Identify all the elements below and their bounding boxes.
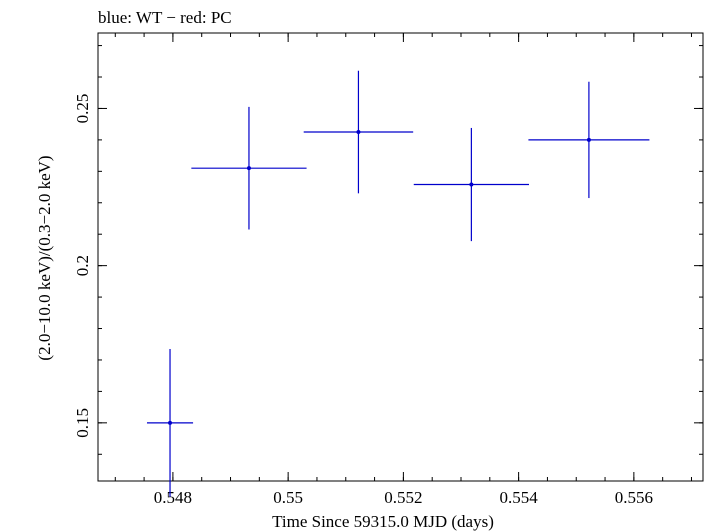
plot-layer: 0.548 0.55 0.552 0.554 0.556 0.15 0.2 0.25 — [73, 32, 704, 507]
x-axis-label: Time Since 59315.0 MJD (days) — [272, 512, 494, 531]
x-tick-label: 0.552 — [384, 488, 422, 507]
data-point — [168, 420, 173, 425]
data-point — [356, 130, 361, 135]
y-tick-label: 0.2 — [73, 255, 92, 276]
x-tick-label: 0.55 — [273, 488, 303, 507]
data-point — [586, 137, 591, 142]
plot-frame — [97, 32, 704, 482]
x-tick-label: 0.548 — [154, 488, 192, 507]
y-tick-label: 0.15 — [73, 408, 92, 438]
y-tick-label: 0.25 — [73, 94, 92, 124]
data-point — [246, 166, 251, 171]
x-tick-label: 0.554 — [499, 488, 538, 507]
y-axis-label: (2.0−10.0 keV)/(0.3−2.0 keV) — [35, 155, 54, 360]
x-tick-label: 0.556 — [615, 488, 653, 507]
data-point — [469, 182, 474, 187]
chart-title: blue: WT − red: PC — [98, 8, 232, 27]
